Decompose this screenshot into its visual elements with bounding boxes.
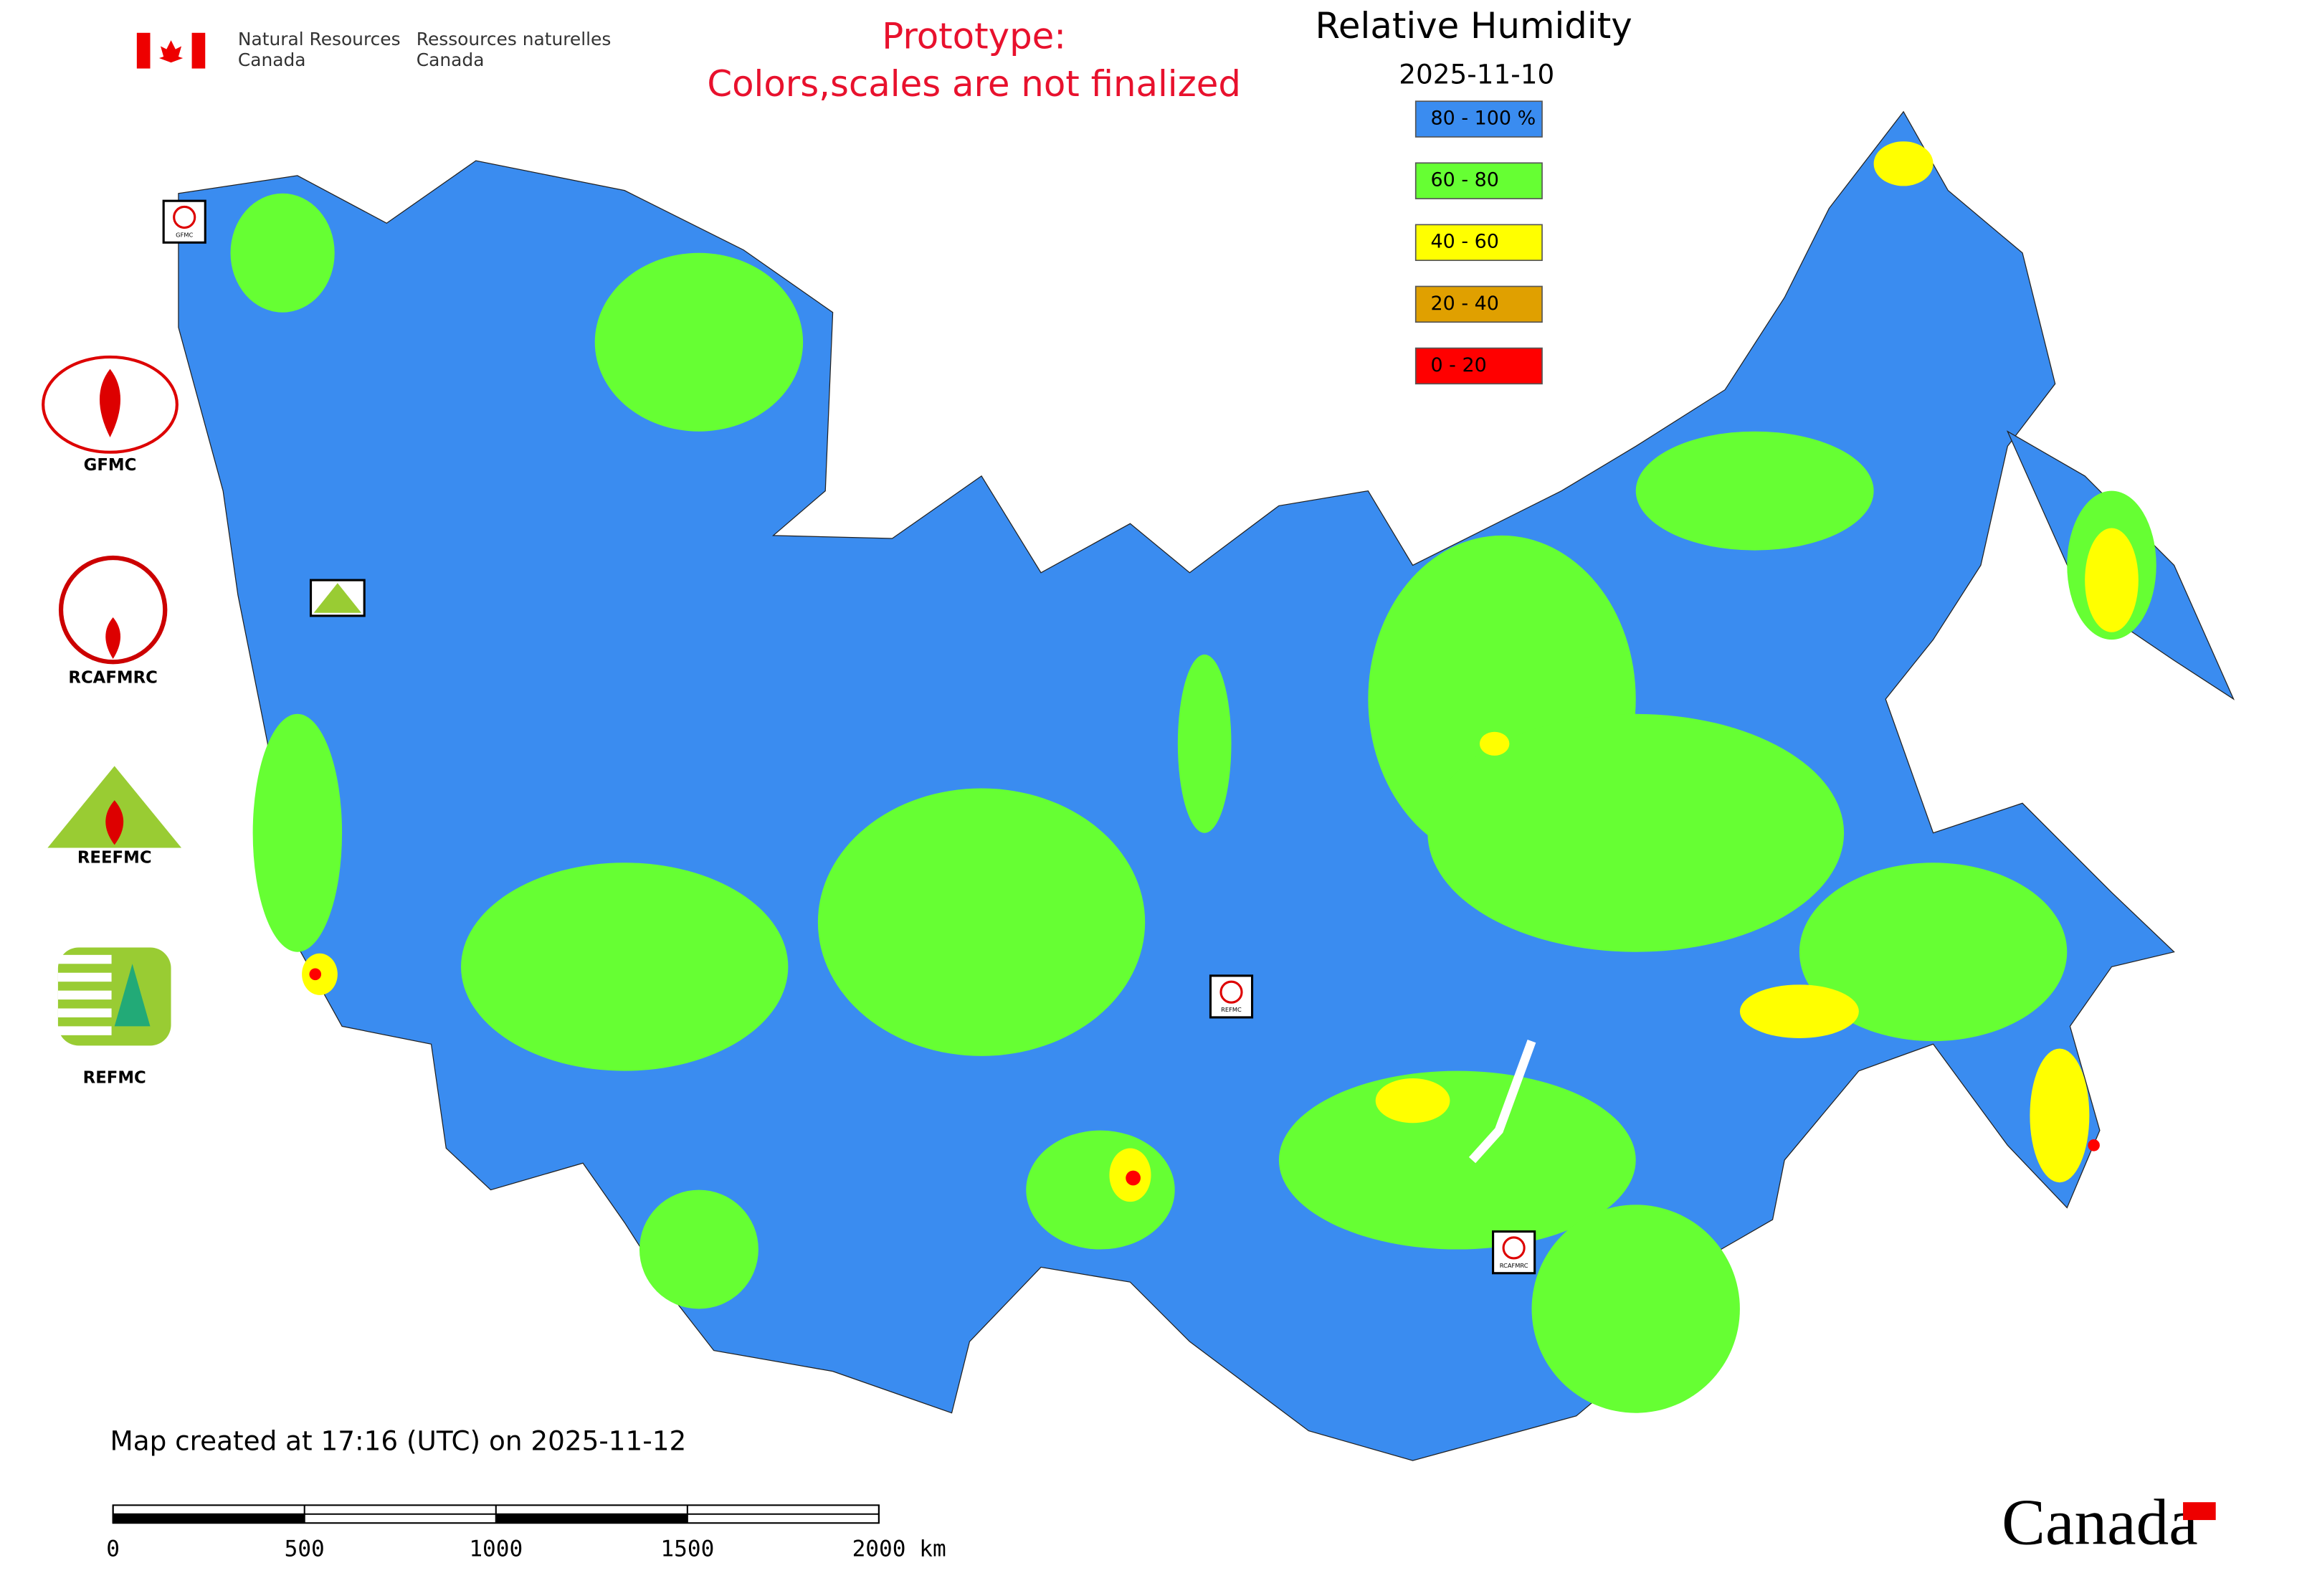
scale-label: 1500	[660, 1536, 714, 1562]
humidity-0-20	[309, 968, 2100, 1186]
legend-swatch	[1414, 162, 1543, 199]
map-area	[178, 110, 2235, 1461]
prototype-notice: Colors,scales are not finalized	[707, 63, 1241, 105]
logo-gfmc	[42, 355, 179, 454]
logo-label: REEFMC	[77, 849, 152, 868]
legend-swatch	[1414, 224, 1543, 261]
flag-bar	[191, 32, 206, 69]
station-emblem	[173, 205, 196, 229]
scale-segment	[495, 1514, 688, 1524]
station-label: RCAFMRC	[1500, 1262, 1528, 1269]
station-box	[1492, 1230, 1536, 1275]
legend-swatch	[1414, 100, 1543, 138]
logo-stripe	[57, 1008, 112, 1017]
humidity-40-60	[302, 141, 2139, 1202]
legend-swatch	[1414, 285, 1543, 323]
scale-label: 2000 km	[852, 1536, 946, 1562]
partner-logos: GFMC RCAFMRC REEFMC REFMC	[42, 355, 182, 1088]
maple-leaf	[158, 40, 184, 63]
dept-fr: Ressources naturelles	[417, 29, 612, 49]
creation-note: Map created at 17:16 (UTC) on 2025-11-12	[110, 1425, 686, 1457]
logo-stripe	[57, 954, 112, 964]
logo-stripe	[57, 990, 112, 1000]
scale-label: 500	[285, 1536, 325, 1562]
logo-flame	[105, 800, 124, 845]
station-label: REFMC	[1221, 1006, 1242, 1013]
prototype-notice: Prototype:	[882, 16, 1066, 57]
logo-rcafmrc	[58, 555, 168, 665]
logo-label: REFMC	[83, 1069, 146, 1088]
station-emblem	[1219, 980, 1243, 1004]
logo-label: GFMC	[84, 456, 137, 475]
dept-en: Canada	[238, 49, 306, 70]
legend-label: 80 - 100 %	[1430, 108, 1536, 130]
flag-bar	[136, 32, 151, 69]
scale-label: 1000	[469, 1536, 523, 1562]
legend-label: 0 - 20	[1430, 354, 1486, 376]
landmass	[178, 110, 2175, 1461]
logo-label: RCAFMRC	[68, 669, 157, 688]
legend-swatch	[1414, 347, 1543, 385]
logo-flame	[105, 617, 121, 660]
lake-baikal	[1468, 1040, 1536, 1164]
map-title: Relative Humidity	[1316, 5, 1632, 47]
canada-wordmark: Canada	[2002, 1486, 2198, 1558]
logo-stripe	[57, 972, 112, 982]
logo-stripe	[57, 1026, 112, 1035]
dept-en: Natural Resources	[238, 29, 401, 49]
legend: 80 - 100 % 60 - 80 40 - 60 20 - 40 0 - 20	[1414, 100, 1543, 385]
station-label: GFMC	[176, 231, 193, 238]
scale-bar: 0 500 1000 1500 2000 km	[106, 1504, 946, 1562]
scale-label: 0	[106, 1536, 120, 1562]
logo-flame	[99, 369, 121, 437]
wordmark-flag	[2183, 1502, 2216, 1521]
nrcan-signature: Natural Resources Canada Ressources natu…	[136, 29, 612, 70]
logo-sigma	[114, 964, 151, 1027]
scale-segment	[113, 1514, 305, 1524]
station-markers: GFMC REFMC RCAFMRC	[162, 199, 1536, 1275]
dept-fr: Canada	[417, 49, 485, 70]
legend-label: 40 - 60	[1430, 231, 1498, 253]
legend-label: 60 - 80	[1430, 169, 1498, 191]
humidity-60-80	[230, 193, 2156, 1413]
map-date: 2025-11-10	[1399, 58, 1554, 90]
station-emblem	[1502, 1236, 1526, 1260]
legend-label: 20 - 40	[1430, 293, 1498, 315]
station-emblem	[313, 583, 362, 613]
